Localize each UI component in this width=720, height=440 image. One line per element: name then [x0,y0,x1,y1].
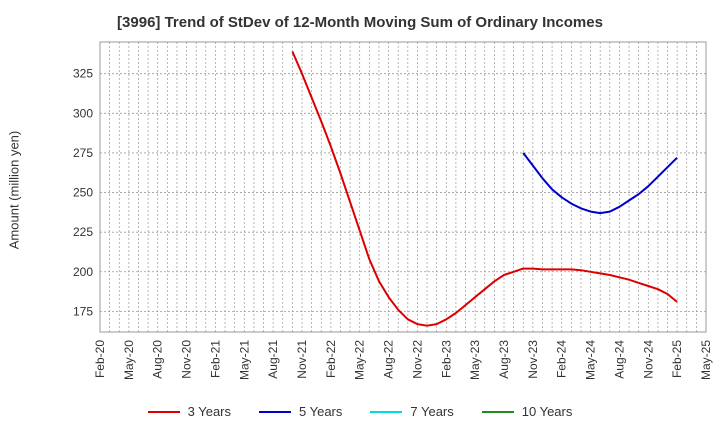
x-tick-label: May-22 [353,340,367,380]
x-tick-label: Feb-21 [208,340,222,378]
legend-label: 3 Years [187,404,231,419]
chart-title: [3996] Trend of StDev of 12-Month Moving… [117,14,603,31]
x-tick-label: Nov-20 [180,340,194,379]
x-tick-label: May-23 [468,340,482,380]
y-tick-label: 250 [73,186,93,200]
x-tick-label: Aug-21 [266,340,280,379]
legend: 3 Years 5 Years 7 Years 10 Years [0,404,720,419]
series-line-3-years [291,51,678,327]
x-tick-label: Feb-23 [439,340,453,378]
y-tick-label: 225 [73,225,93,239]
x-tick-label: May-20 [122,340,136,380]
x-tick-label: Feb-20 [93,340,107,378]
legend-swatch [370,410,403,413]
x-tick-label: Aug-20 [151,340,165,379]
y-tick-label: 175 [73,304,93,318]
x-tick-label: Nov-22 [410,340,424,379]
legend-label: 10 Years [521,404,573,419]
x-tick-label: Feb-25 [670,340,684,378]
x-tick-label: May-25 [699,340,713,380]
x-tick-label: Feb-24 [555,340,569,378]
legend-item: 7 Years [370,404,454,419]
x-tick-label: Nov-23 [526,340,540,379]
x-tick-label: May-21 [237,340,251,380]
x-tick-label: Feb-22 [324,340,338,378]
plot-frame [99,41,707,333]
legend-swatch [481,410,514,413]
y-tick-label: 200 [73,265,93,279]
x-tick-label: Aug-23 [497,340,511,379]
x-tick-label: May-24 [584,340,598,380]
legend-label: 7 Years [410,404,454,419]
x-tick-label: Nov-21 [295,340,309,379]
x-tick-label: Aug-22 [382,340,396,379]
x-tick-label: Nov-24 [641,340,655,379]
legend-swatch [147,410,180,413]
legend-label: 5 Years [299,404,343,419]
legend-swatch [259,410,291,413]
legend-item: 5 Years [259,404,342,419]
series-line-5-years [522,152,678,215]
x-tick-label: Aug-24 [612,340,626,379]
legend-item: 10 Years [481,404,573,419]
y-tick-label: 275 [73,146,93,160]
legend-item: 3 Years [147,404,231,419]
y-tick-label: 300 [73,106,93,120]
y-tick-label: 325 [73,67,93,81]
